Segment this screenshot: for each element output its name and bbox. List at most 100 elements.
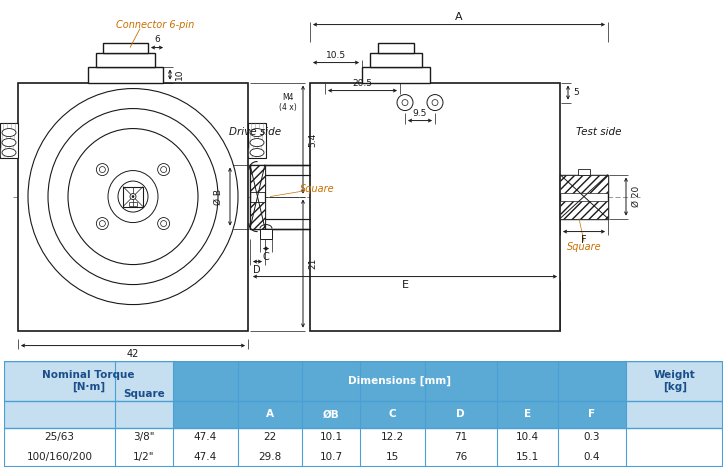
Bar (626, 361, 723, 401)
Text: 100/160/200: 100/160/200 (26, 452, 92, 462)
Text: Test side: Test side (577, 127, 622, 136)
Bar (88, 67, 163, 83)
Ellipse shape (250, 149, 264, 157)
Ellipse shape (28, 89, 238, 304)
Text: Square: Square (566, 242, 601, 251)
Text: 10.5: 10.5 (326, 51, 346, 60)
Bar (129, 202, 137, 205)
Text: 10.1: 10.1 (320, 432, 342, 442)
Text: 47.4: 47.4 (193, 432, 217, 442)
Text: E: E (401, 280, 409, 289)
Text: M4
(4 x): M4 (4 x) (279, 93, 297, 112)
Bar (560, 174, 608, 219)
Text: 5.4: 5.4 (308, 132, 318, 147)
Text: 6: 6 (154, 35, 160, 44)
Ellipse shape (2, 129, 16, 136)
Bar (370, 53, 422, 67)
Text: 47.4: 47.4 (193, 452, 217, 462)
Polygon shape (250, 202, 265, 228)
Text: Ø B: Ø B (214, 189, 222, 204)
Circle shape (397, 95, 413, 111)
Ellipse shape (2, 138, 16, 147)
Bar (173, 401, 626, 428)
Text: 15: 15 (385, 452, 399, 462)
Polygon shape (250, 165, 265, 191)
Bar (103, 43, 148, 53)
Bar (578, 168, 590, 174)
Ellipse shape (108, 171, 158, 223)
Text: Weight
[kg]: Weight [kg] (654, 370, 696, 392)
Circle shape (427, 95, 443, 111)
Circle shape (97, 164, 108, 175)
Text: C: C (388, 409, 396, 419)
Text: F: F (588, 409, 595, 419)
Text: 10.7: 10.7 (320, 452, 342, 462)
Text: 10: 10 (174, 69, 183, 80)
Bar (4, 401, 173, 428)
Ellipse shape (48, 108, 218, 285)
Text: Square: Square (123, 389, 165, 400)
Text: 29.8: 29.8 (258, 452, 281, 462)
Ellipse shape (250, 129, 264, 136)
Bar (0, 122, 18, 158)
Text: Ø 20: Ø 20 (632, 186, 640, 207)
Circle shape (161, 166, 166, 173)
Ellipse shape (250, 138, 264, 147)
Bar (18, 83, 248, 331)
Text: A: A (455, 12, 463, 22)
Text: Drive side: Drive side (229, 127, 281, 136)
Text: E: E (523, 409, 531, 419)
Text: 71: 71 (454, 432, 467, 442)
Bar (248, 122, 266, 158)
Text: 3/8": 3/8" (133, 432, 155, 442)
Text: Square: Square (300, 183, 334, 194)
Circle shape (100, 166, 105, 173)
Bar (260, 228, 272, 239)
Circle shape (158, 164, 169, 175)
Text: Nominal Torque
[N·m]: Nominal Torque [N·m] (42, 370, 134, 392)
Circle shape (132, 196, 134, 197)
Text: 5: 5 (573, 88, 579, 97)
Text: D: D (253, 265, 261, 274)
Text: 15.1: 15.1 (515, 452, 539, 462)
Circle shape (100, 220, 105, 227)
Text: ØB: ØB (323, 409, 340, 419)
Circle shape (97, 218, 108, 229)
Ellipse shape (2, 149, 16, 157)
Bar (173, 361, 626, 401)
Text: 25/63: 25/63 (44, 432, 74, 442)
Polygon shape (560, 201, 608, 219)
Circle shape (402, 99, 408, 106)
Ellipse shape (118, 181, 148, 212)
Text: A: A (266, 409, 274, 419)
Circle shape (432, 99, 438, 106)
Text: Connector 6-pin: Connector 6-pin (116, 20, 194, 30)
Text: 0.4: 0.4 (584, 452, 601, 462)
Text: 9.5: 9.5 (413, 109, 427, 118)
Bar (123, 187, 143, 206)
Text: 20.5: 20.5 (352, 79, 372, 88)
Bar (362, 67, 430, 83)
Text: 42: 42 (126, 348, 139, 359)
Text: 12.2: 12.2 (381, 432, 404, 442)
Circle shape (161, 220, 166, 227)
Circle shape (158, 218, 169, 229)
Text: 10.4: 10.4 (515, 432, 539, 442)
Polygon shape (560, 174, 608, 193)
Bar (4, 428, 723, 467)
Text: 22: 22 (263, 432, 276, 442)
Bar (310, 83, 560, 331)
Bar (96, 53, 155, 67)
Circle shape (130, 194, 136, 200)
Bar (626, 401, 723, 428)
Text: F: F (581, 234, 587, 244)
Text: D: D (457, 409, 465, 419)
Text: 21: 21 (308, 258, 318, 269)
Bar (250, 165, 265, 228)
Ellipse shape (68, 129, 198, 265)
Bar (378, 43, 414, 53)
Bar (4, 361, 173, 401)
Text: 76: 76 (454, 452, 467, 462)
Text: 0.3: 0.3 (584, 432, 601, 442)
Text: Dimensions [mm]: Dimensions [mm] (348, 376, 451, 386)
